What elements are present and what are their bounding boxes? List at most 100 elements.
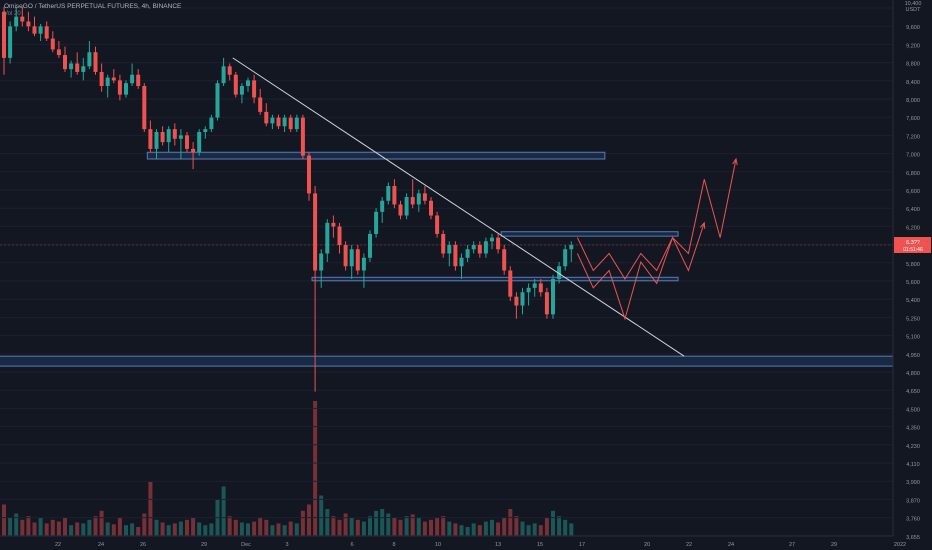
candle xyxy=(63,46,67,72)
candle xyxy=(99,63,104,92)
candle xyxy=(288,114,293,132)
candle-body xyxy=(374,211,379,234)
volume-bar xyxy=(50,519,55,536)
candle-body xyxy=(56,49,61,56)
time-axis-tick: 8 xyxy=(392,542,395,548)
candle xyxy=(246,77,250,92)
candle-body xyxy=(172,129,177,139)
volume-bar xyxy=(453,523,458,536)
volume-bar xyxy=(69,525,74,536)
volume-bar xyxy=(349,518,354,536)
candle xyxy=(105,74,110,98)
time-axis-tick: 24 xyxy=(728,542,734,548)
candle-body xyxy=(124,83,128,95)
time-axis-tick: 22 xyxy=(686,542,692,548)
candle xyxy=(538,279,543,297)
volume-bar xyxy=(111,524,116,536)
volume-bar xyxy=(191,518,196,536)
price-axis-tick: 5,400 xyxy=(906,298,920,304)
candle xyxy=(258,88,263,115)
candle-body xyxy=(563,249,568,267)
candle xyxy=(325,219,330,262)
volume-bar xyxy=(294,523,299,536)
candle-body xyxy=(288,117,293,130)
candle-body xyxy=(142,86,147,130)
candle xyxy=(87,41,92,70)
candle xyxy=(471,241,476,254)
candle-body xyxy=(300,117,305,156)
candle xyxy=(185,132,189,153)
price-axis-tick: 7,200 xyxy=(906,134,920,140)
descending-trendline xyxy=(232,57,685,357)
volume-bar xyxy=(508,509,513,536)
candle-body xyxy=(429,200,433,216)
candle-body xyxy=(459,257,464,267)
projection-arrowhead xyxy=(732,157,738,165)
volume-bar xyxy=(105,522,110,536)
volume-bar xyxy=(197,522,202,536)
candle xyxy=(8,21,13,64)
volume-bar xyxy=(264,519,269,536)
time-axis-tick: 24 xyxy=(98,542,104,548)
candle xyxy=(50,31,55,53)
volume-bar xyxy=(422,521,427,536)
volume-bar xyxy=(435,518,440,536)
candle xyxy=(282,114,287,132)
candle-body xyxy=(337,226,342,245)
volume-bar xyxy=(270,525,275,536)
candle-body xyxy=(544,292,549,315)
candle xyxy=(349,245,354,279)
volume-bar xyxy=(154,519,159,536)
candle xyxy=(313,186,318,392)
candle-body xyxy=(477,245,482,254)
volume-bar xyxy=(32,522,37,536)
price-axis-tick: 5,250 xyxy=(906,316,920,322)
candle-body xyxy=(410,197,415,205)
price-axis-tick: 6,600 xyxy=(906,189,920,195)
volume-bar xyxy=(398,519,403,536)
candle xyxy=(142,83,147,132)
volume-bar xyxy=(392,518,397,536)
candle-body xyxy=(63,55,67,70)
candle-body xyxy=(368,233,372,258)
candle-body xyxy=(282,117,287,127)
candle xyxy=(343,241,348,271)
volume-bar xyxy=(416,518,421,536)
volume-bar xyxy=(544,518,549,536)
candle-body xyxy=(270,117,275,124)
volume-bar xyxy=(520,521,525,536)
candle-body xyxy=(209,117,214,130)
volume-bar xyxy=(374,510,379,536)
candle-body xyxy=(69,63,74,70)
drawings-layer xyxy=(0,57,893,357)
volume-bar xyxy=(368,516,372,536)
candle xyxy=(227,63,232,81)
candle-body xyxy=(276,117,281,127)
volume-bar xyxy=(563,519,568,536)
support-resistance-zone xyxy=(500,231,679,237)
volume-bar xyxy=(20,519,25,536)
candle xyxy=(337,222,342,254)
candle-body xyxy=(392,186,397,205)
volume-bar xyxy=(514,516,519,536)
candle-body xyxy=(532,283,537,288)
candle xyxy=(215,80,220,121)
volume-bar xyxy=(483,521,488,536)
volume-layer xyxy=(2,401,574,536)
candle xyxy=(502,245,507,275)
time-axis-tick: 26 xyxy=(140,542,146,548)
candle xyxy=(459,253,464,279)
volume-bar xyxy=(551,510,555,536)
candle-body xyxy=(380,200,385,212)
candle xyxy=(2,6,6,75)
price-axis-tick: 4,950 xyxy=(906,353,920,359)
time-axis-tick: 27 xyxy=(789,542,795,548)
candle-body xyxy=(148,129,153,149)
candle xyxy=(374,208,379,238)
candle-body xyxy=(197,132,202,153)
volume-bar xyxy=(331,516,336,536)
candle-body xyxy=(87,52,92,67)
price-axis-tick: 4,650 xyxy=(906,389,920,395)
volume-bar xyxy=(526,525,531,536)
